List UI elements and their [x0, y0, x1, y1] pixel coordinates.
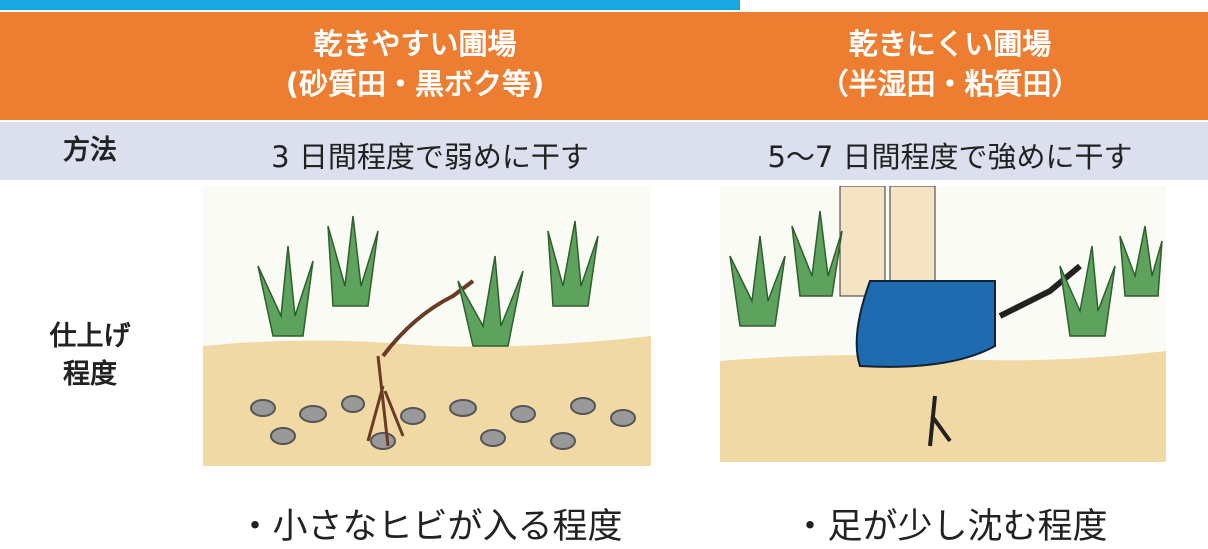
method-cell: 3 日間程度で弱めに干す: [271, 140, 589, 174]
illustration-wet: [720, 186, 1166, 462]
row-label: 仕上げ 程度: [25, 318, 155, 394]
row-label-line: 仕上げ: [49, 321, 131, 352]
method-cell: 5～7 日間程度で強めに干す: [767, 140, 1133, 174]
column-header: 乾きにくい圃場 （半湿田・粘質田）: [720, 24, 1180, 104]
finish-note: ・足が少し沈む程度: [792, 507, 1108, 547]
row-label-line: 程度: [63, 359, 117, 390]
column-title: 乾きやすい圃場: [313, 27, 517, 61]
column-subtitle: (砂質田・黒ボク等): [285, 67, 545, 101]
column-subtitle: （半湿田・粘質田）: [819, 67, 1081, 101]
row-label-line: 方法: [63, 135, 117, 166]
column-title: 乾きにくい圃場: [848, 27, 1052, 61]
column-header: 乾きやすい圃場 (砂質田・黒ボク等): [180, 24, 650, 104]
method-row: [0, 122, 1208, 180]
row-label: 方法: [30, 132, 150, 170]
illustration-dry: [203, 186, 651, 466]
top-bar: [0, 0, 740, 10]
finish-note: ・小さなヒビが入る程度: [237, 507, 623, 547]
header-row: [0, 12, 1208, 120]
